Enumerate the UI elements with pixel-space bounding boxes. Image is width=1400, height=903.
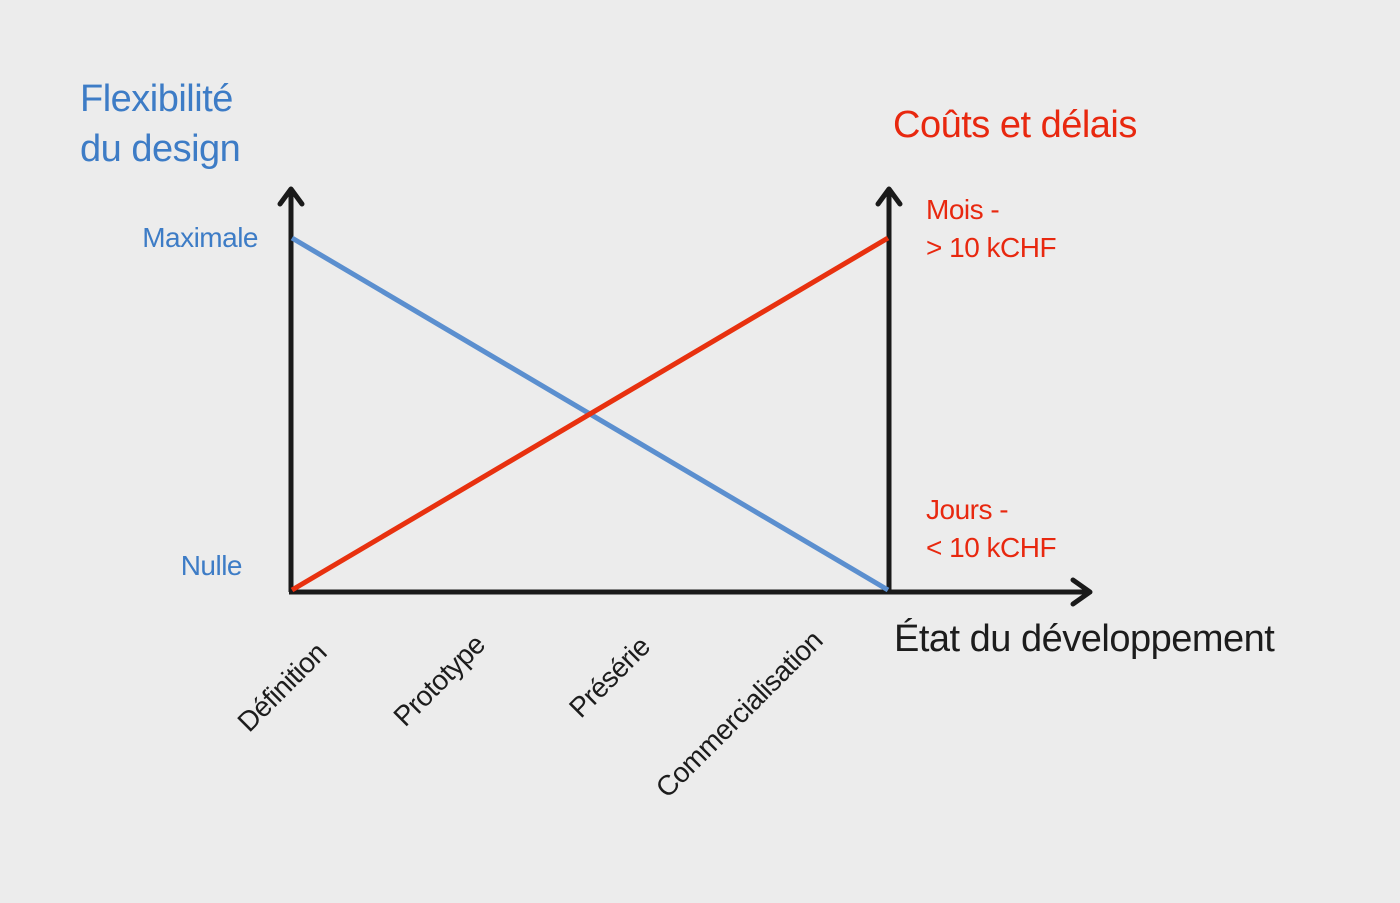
right-axis-max-line2: > 10 kCHF xyxy=(926,232,1057,263)
right-axis-min-label: Jours - < 10 kCHF xyxy=(926,491,1057,567)
right-axis-max-label: Mois - > 10 kCHF xyxy=(926,191,1057,267)
x-axis-title: État du développement xyxy=(894,618,1275,660)
right-axis-max-line1: Mois - xyxy=(926,194,1000,225)
left-axis-title: Flexibilité du design xyxy=(80,74,241,174)
cost-line xyxy=(290,235,890,593)
left-axis-min-label: Nulle xyxy=(180,550,243,581)
left-axis-title-line1: Flexibilité xyxy=(80,78,233,120)
left-axis-max-label: Maximale xyxy=(142,222,258,253)
right-axis-title: Coûts et délais xyxy=(893,104,1137,146)
left-y-axis xyxy=(277,186,305,592)
right-axis-min-line2: < 10 kCHF xyxy=(926,532,1057,563)
left-axis-title-line2: du design xyxy=(80,128,241,170)
x-axis xyxy=(289,577,1093,607)
right-axis-min-line1: Jours - xyxy=(926,494,1009,525)
right-y-axis xyxy=(875,186,903,592)
